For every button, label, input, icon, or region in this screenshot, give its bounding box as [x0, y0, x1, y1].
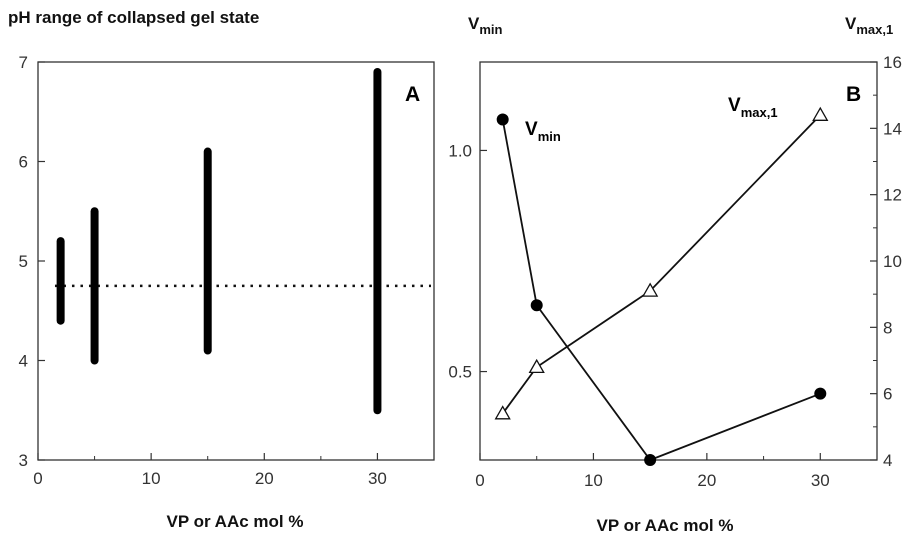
data-point-vmin: [644, 454, 657, 466]
panel-b-left-axis-title: Vmin: [468, 14, 503, 37]
panel-a-bars: [56, 67, 382, 415]
panel-b-right-tick-label: 8: [883, 318, 892, 337]
panel-b-x-axis-label: VP or AAc mol %: [597, 516, 734, 535]
panel-b-label: B: [846, 83, 861, 106]
data-point-vmin: [496, 113, 509, 126]
data-point-vmin: [530, 299, 543, 312]
panel-a-x-tick-label: 10: [142, 469, 161, 488]
data-point-vmax1: [642, 282, 659, 297]
data-point-vmax1: [494, 405, 511, 420]
panel-b-right-tick-label: 16: [883, 53, 902, 72]
panel-b-x-tick-label: 20: [697, 471, 716, 490]
panel-a-axes: 0 10 20 30 3 4 5 6 7: [19, 53, 435, 488]
series-line-vmax1: [501, 114, 821, 415]
panel-b-right-tick-label: 6: [883, 385, 892, 404]
series-label-vmax1: Vmax,1: [728, 95, 778, 120]
panel-b-right-tick-label: 4: [883, 451, 892, 470]
data-point-vmax1: [812, 106, 829, 121]
data-point-vmax1: [528, 358, 545, 374]
panel-b-right-tick-label: 12: [883, 186, 902, 205]
panel-a-y-tick-label: 6: [19, 153, 28, 172]
panel-b-right-axis-title: Vmax,1: [845, 14, 893, 37]
series-label-vmin: Vmin: [525, 119, 561, 144]
panel-b-right-tick-label: 14: [883, 119, 902, 138]
panel-a: pH range of collapsed gel state 0 10 20 30 3…: [8, 8, 435, 531]
panel-b-x-tick-label: 30: [811, 471, 830, 490]
panel-b-series: [494, 106, 829, 466]
panel-b-left-tick-label: 1.0: [448, 141, 472, 160]
data-point-vmin: [814, 387, 827, 400]
panel-a-y-tick-label: 4: [19, 352, 28, 371]
panel-a-label: A: [405, 83, 420, 106]
panel-b-x-tick-label: 0: [475, 471, 484, 490]
panel-a-y-tick-label: 5: [19, 252, 28, 271]
panel-a-x-tick-label: 20: [255, 469, 274, 488]
panel-a-x-tick-label: 0: [33, 469, 42, 488]
panel-a-title: pH range of collapsed gel state: [8, 8, 259, 27]
panel-b-axes: 0 10 20 30 0.5 1.0 4 6 8 10 12 14 16: [448, 53, 902, 490]
panel-b-x-tick-label: 10: [584, 471, 603, 490]
series-line-vmin: [501, 119, 821, 462]
panel-a-y-tick-label: 3: [19, 451, 28, 470]
panel-b: Vmin Vmax,1 0 10 20 30 0.5 1.0 4 6 8 10 12 14 16 B V…: [448, 14, 902, 535]
panel-b-right-tick-label: 10: [883, 252, 902, 271]
panel-a-x-tick-label: 30: [368, 469, 387, 488]
panel-b-left-tick-label: 0.5: [448, 363, 472, 382]
panel-a-x-axis-label: VP or AAc mol %: [167, 512, 304, 531]
panel-a-y-tick-label: 7: [19, 53, 28, 72]
